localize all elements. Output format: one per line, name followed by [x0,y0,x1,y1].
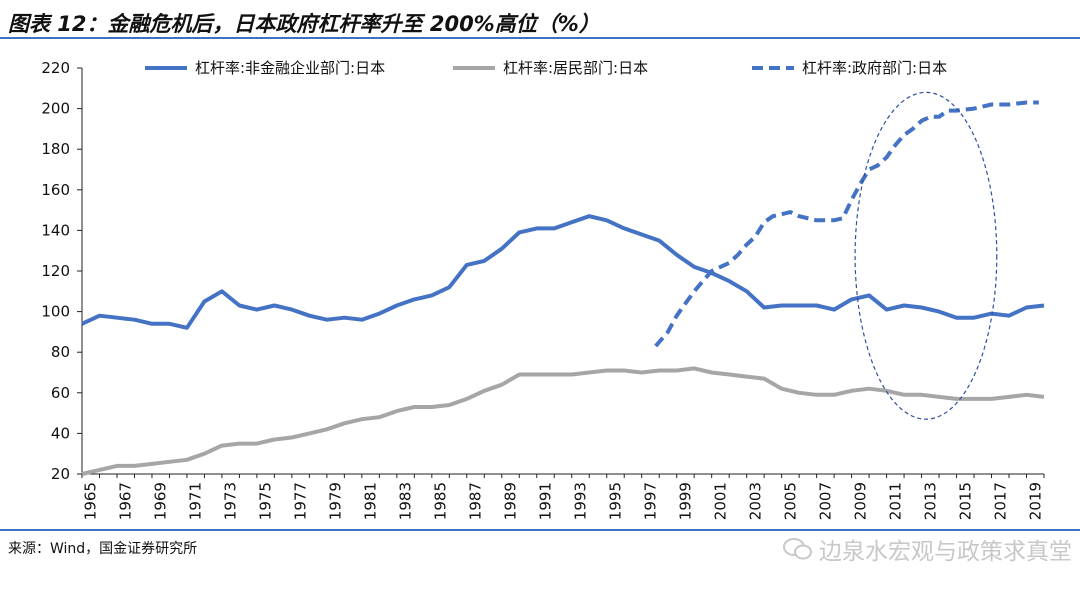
series-line-corporate [81,214,1045,330]
legend-label-government: 杠杆率:政府部门:日本 [802,59,947,77]
series-line-government [654,100,1039,348]
x-tick-label: 1999 [676,482,694,520]
y-tick-label: 40 [51,424,70,442]
y-tick-label: 100 [41,303,70,321]
x-tick-label: 1981 [362,482,380,520]
y-tick-label: 20 [51,465,70,483]
y-tick-label: 120 [41,262,70,280]
y-tick-label: 220 [41,59,70,77]
x-tick-label: 2017 [991,482,1009,520]
legend-label-household: 杠杆率:居民部门:日本 [503,59,648,77]
chart-title: 图表 12：金融危机后，日本政府杠杆率升至 200%高位（%） [8,12,600,36]
x-tick-label: 2019 [1026,482,1044,520]
y-axis: 20 40 60 80 100 120 140 160 180 200 220 [41,59,83,483]
x-tick-label: 1997 [641,482,659,520]
x-tick-label: 2011 [886,482,904,520]
x-tick-label: 1973 [222,482,240,520]
x-tick-label: 1977 [292,482,310,520]
x-tick-label: 1975 [257,482,275,520]
y-tick-label: 60 [51,384,70,402]
x-tick-label: 2015 [956,482,974,520]
legend: 杠杆率:非金融企业部门:日本 杠杆率:居民部门:日本 杠杆率:政府部门:日本 [145,59,947,77]
x-tick-label: 1983 [397,482,415,520]
source-note: 来源：Wind，国金证券研究所 [8,541,198,557]
wechat-icon [783,538,812,560]
y-tick-label: 160 [41,181,70,199]
x-tick-label: 2003 [746,482,764,520]
y-tick-label: 180 [41,140,70,158]
x-tick-label: 2013 [921,482,939,520]
x-tick-label: 1971 [187,482,205,520]
x-tick-label: 1969 [152,482,170,520]
x-tick-label: 1991 [537,482,555,520]
legend-label-corporate: 杠杆率:非金融企业部门:日本 [195,59,385,77]
plot-area [81,91,1045,476]
x-tick-label: 1967 [117,482,135,520]
x-tick-label: 1979 [327,482,345,520]
x-tick-label: 1985 [432,482,450,520]
x-tick-label: 1989 [502,482,520,520]
x-tick-label: 1993 [571,482,589,520]
highlight-ellipse [854,91,998,420]
y-tick-label: 200 [41,100,70,118]
x-tick-label: 1987 [467,482,485,520]
x-tick-label: 2007 [816,482,834,520]
x-tick-label: 2009 [851,482,869,520]
y-tick-label: 80 [51,343,70,361]
title-divider [0,37,1080,39]
footer-divider [0,529,1080,531]
x-tick-label: 2001 [711,482,729,520]
x-tick-label: 1995 [606,482,624,520]
watermark: 边泉水宏观与政策求真堂 [783,532,1072,566]
y-tick-label: 140 [41,221,70,239]
x-tick-label: 2005 [781,482,799,520]
x-axis: 1965 1967 1969 1971 1973 1975 1977 1979 1981 1983… [81,473,1045,520]
watermark-text: 边泉水宏观与政策求真堂 [819,539,1072,565]
x-tick-label: 1965 [82,482,100,520]
series-line-household [81,366,1045,476]
